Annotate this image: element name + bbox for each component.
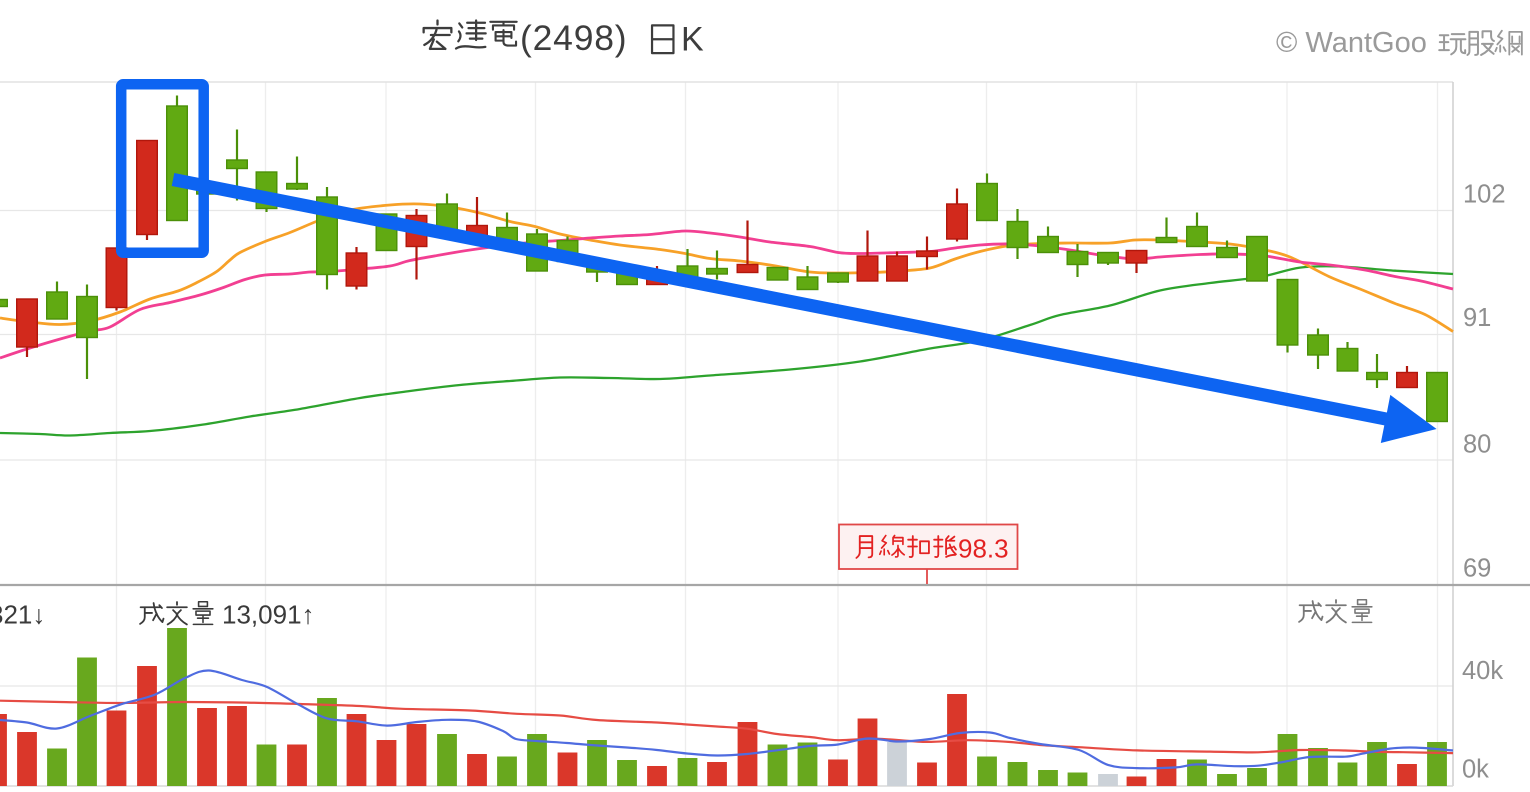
svg-text:69: 69 <box>1463 555 1491 583</box>
svg-text:0k: 0k <box>1462 756 1489 784</box>
svg-text:40k: 40k <box>1462 657 1503 685</box>
svg-text:K: K <box>681 21 704 59</box>
svg-text:321↓: 321↓ <box>0 600 45 630</box>
svg-text:91: 91 <box>1463 304 1491 332</box>
svg-text:13,091↑: 13,091↑ <box>222 600 315 630</box>
svg-text:80: 80 <box>1463 430 1491 458</box>
svg-text:(2498): (2498) <box>520 18 627 58</box>
svg-text:98.3: 98.3 <box>958 534 1009 564</box>
svg-text:102: 102 <box>1463 180 1506 208</box>
svg-text:© WantGoo: © WantGoo <box>1276 27 1427 59</box>
